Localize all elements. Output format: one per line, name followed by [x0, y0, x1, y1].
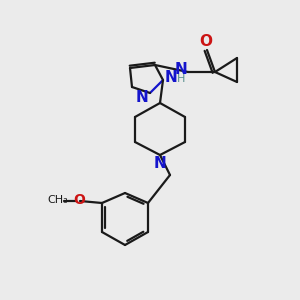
Text: N: N [165, 70, 177, 86]
Text: CH₃: CH₃ [48, 195, 68, 205]
Text: O: O [200, 34, 212, 50]
Text: N: N [175, 61, 188, 76]
Text: O: O [73, 193, 85, 207]
Text: N: N [136, 89, 148, 104]
Text: H: H [177, 74, 185, 84]
Text: N: N [154, 157, 166, 172]
